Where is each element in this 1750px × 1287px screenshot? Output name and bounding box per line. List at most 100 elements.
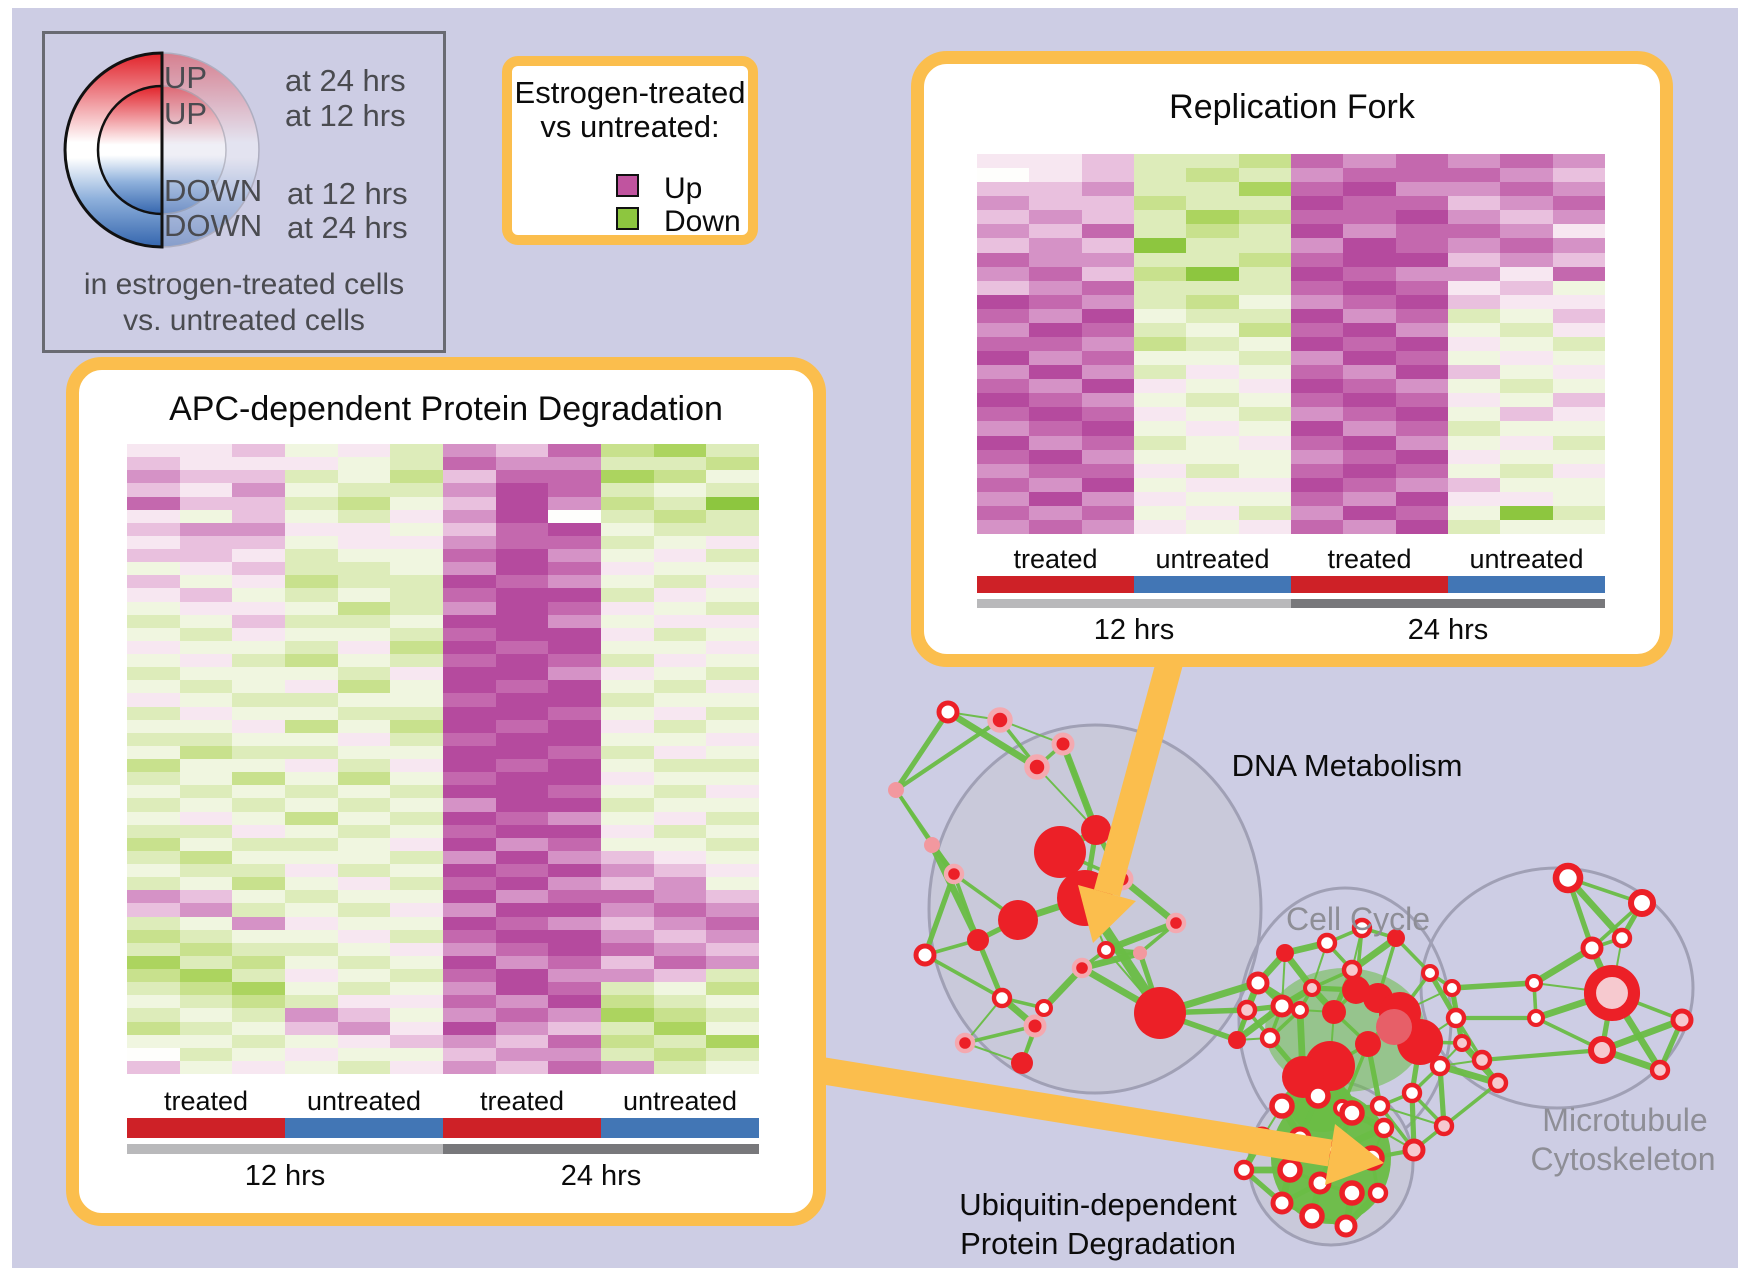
network-node bbox=[1011, 1052, 1033, 1074]
network-node bbox=[1587, 1035, 1617, 1065]
rf-bar-treated-12 bbox=[977, 576, 1134, 593]
heatmap-row bbox=[127, 509, 760, 523]
network-node bbox=[1611, 927, 1633, 949]
network-node bbox=[1303, 979, 1321, 997]
heatmap-row bbox=[127, 444, 760, 458]
network-node bbox=[1580, 936, 1604, 960]
heatmap-row bbox=[127, 640, 760, 654]
heatmap-row bbox=[127, 942, 760, 956]
heatmap-row bbox=[127, 470, 760, 484]
rf-bar-untreated-12 bbox=[1134, 576, 1291, 593]
heatmap-row bbox=[127, 772, 760, 786]
network-edge bbox=[924, 953, 1003, 1000]
estrogen-color-key: Estrogen-treated vs untreated: Up Down bbox=[502, 56, 758, 245]
network-node bbox=[1402, 1138, 1426, 1162]
heatmap-row bbox=[977, 505, 1605, 521]
heatmap-row bbox=[977, 294, 1605, 309]
ring-label-dir-up12: UP bbox=[164, 96, 208, 131]
updown-ring-legend: UP at 24 hrs UP at 12 hrs DOWN at 12 hrs… bbox=[42, 31, 446, 353]
heatmap-row bbox=[127, 654, 760, 668]
heatmap-row bbox=[127, 955, 760, 969]
network-node bbox=[1291, 1001, 1309, 1019]
heatmap-row bbox=[127, 969, 760, 983]
cluster-label: Microtubule bbox=[1542, 1102, 1707, 1138]
heatmap-row bbox=[977, 477, 1605, 492]
rf-bar-untreated-24 bbox=[1448, 576, 1605, 593]
rf-panel-title: Replication Fork bbox=[1169, 88, 1415, 126]
apc-time-bar-12hrs bbox=[127, 1144, 443, 1154]
network-node bbox=[1071, 957, 1093, 979]
network-edge bbox=[964, 1024, 1036, 1045]
network-node bbox=[913, 943, 937, 967]
cluster-label: Protein Degradation bbox=[960, 1226, 1236, 1261]
network-node bbox=[1034, 826, 1086, 878]
network-edge bbox=[1119, 876, 1179, 926]
network-diagram: DNA Metabolism Cell Cycle MicrotubuleCytos… bbox=[815, 646, 1715, 1261]
network-bridge-edge bbox=[894, 718, 1002, 792]
heatmap-row bbox=[127, 890, 760, 904]
apc-bar-untreated-24 bbox=[601, 1118, 759, 1138]
heatmap-row bbox=[127, 850, 760, 864]
heatmap-row bbox=[127, 811, 760, 825]
network-node bbox=[888, 782, 904, 798]
down-color-swatch bbox=[616, 207, 639, 230]
heatmap-row bbox=[977, 491, 1605, 506]
heatmap-row bbox=[977, 266, 1605, 281]
network-bridge-edge bbox=[1451, 980, 1535, 991]
apc-label-24hrs: 24 hrs bbox=[560, 1160, 642, 1192]
heatmap-row bbox=[127, 1047, 760, 1061]
heatmap-row bbox=[977, 337, 1605, 352]
heatmap-row bbox=[127, 929, 760, 943]
network-node bbox=[967, 929, 989, 951]
heatmap-row bbox=[977, 322, 1605, 338]
network-node bbox=[1367, 1182, 1389, 1204]
network-node bbox=[1051, 732, 1075, 756]
heatmap-row bbox=[127, 903, 760, 917]
network-node bbox=[1453, 1034, 1471, 1052]
network-node bbox=[1369, 1095, 1391, 1117]
network-edge bbox=[893, 710, 951, 792]
heatmap-row bbox=[127, 1060, 760, 1074]
heatmap-row bbox=[127, 837, 760, 851]
network-node bbox=[1527, 1009, 1545, 1027]
replication-fork-panel: Replication Fork treated untreated treat… bbox=[911, 51, 1673, 667]
ring-label-time-up12: at 12 hrs bbox=[285, 98, 406, 133]
network-node bbox=[1351, 917, 1373, 939]
apc-condition-bar bbox=[127, 1118, 759, 1138]
network-node bbox=[1376, 1009, 1412, 1045]
heatmap-row bbox=[127, 693, 760, 707]
heatmap-row bbox=[127, 562, 760, 576]
rf-group-labels: treated untreated treated untreated bbox=[977, 544, 1605, 575]
network-node bbox=[1429, 1055, 1451, 1077]
apc-bar-treated-24 bbox=[443, 1118, 601, 1138]
callout-arrow-shaft-replication-fork-to-dna bbox=[1093, 646, 1187, 897]
up-label: Up bbox=[664, 172, 703, 205]
ring-legend-caption-1: in estrogen-treated cells bbox=[83, 268, 405, 301]
network-node bbox=[1334, 1214, 1358, 1238]
network-edge bbox=[1442, 1081, 1500, 1128]
rf-time-bar bbox=[977, 599, 1605, 608]
heatmap-row bbox=[977, 154, 1605, 169]
heatmap-row bbox=[127, 614, 760, 628]
network-node bbox=[1487, 1072, 1509, 1094]
network-node bbox=[1445, 1007, 1467, 1029]
network-edge bbox=[946, 709, 1039, 770]
heatmap-row bbox=[127, 719, 760, 733]
rf-group-label-1: treated bbox=[1013, 544, 1098, 574]
network-node bbox=[1443, 979, 1461, 997]
apc-group-label-3: treated bbox=[479, 1086, 565, 1116]
network-node bbox=[924, 837, 940, 853]
network-node bbox=[1035, 999, 1053, 1017]
heatmap-row bbox=[977, 224, 1605, 239]
rf-label-12hrs: 12 hrs bbox=[1093, 614, 1175, 646]
network-node bbox=[991, 987, 1013, 1009]
network-node bbox=[1355, 1031, 1381, 1057]
apc-panel: APC-dependent Protein Degradation treate… bbox=[66, 357, 826, 1226]
inner-ring-right-half bbox=[161, 85, 227, 215]
rf-condition-bar bbox=[977, 576, 1605, 593]
heatmap-row bbox=[977, 421, 1605, 436]
heatmap-row bbox=[127, 706, 760, 720]
heatmap-row bbox=[127, 824, 760, 838]
heatmap-row bbox=[977, 252, 1605, 267]
color-key-row-down: Down bbox=[512, 205, 748, 238]
